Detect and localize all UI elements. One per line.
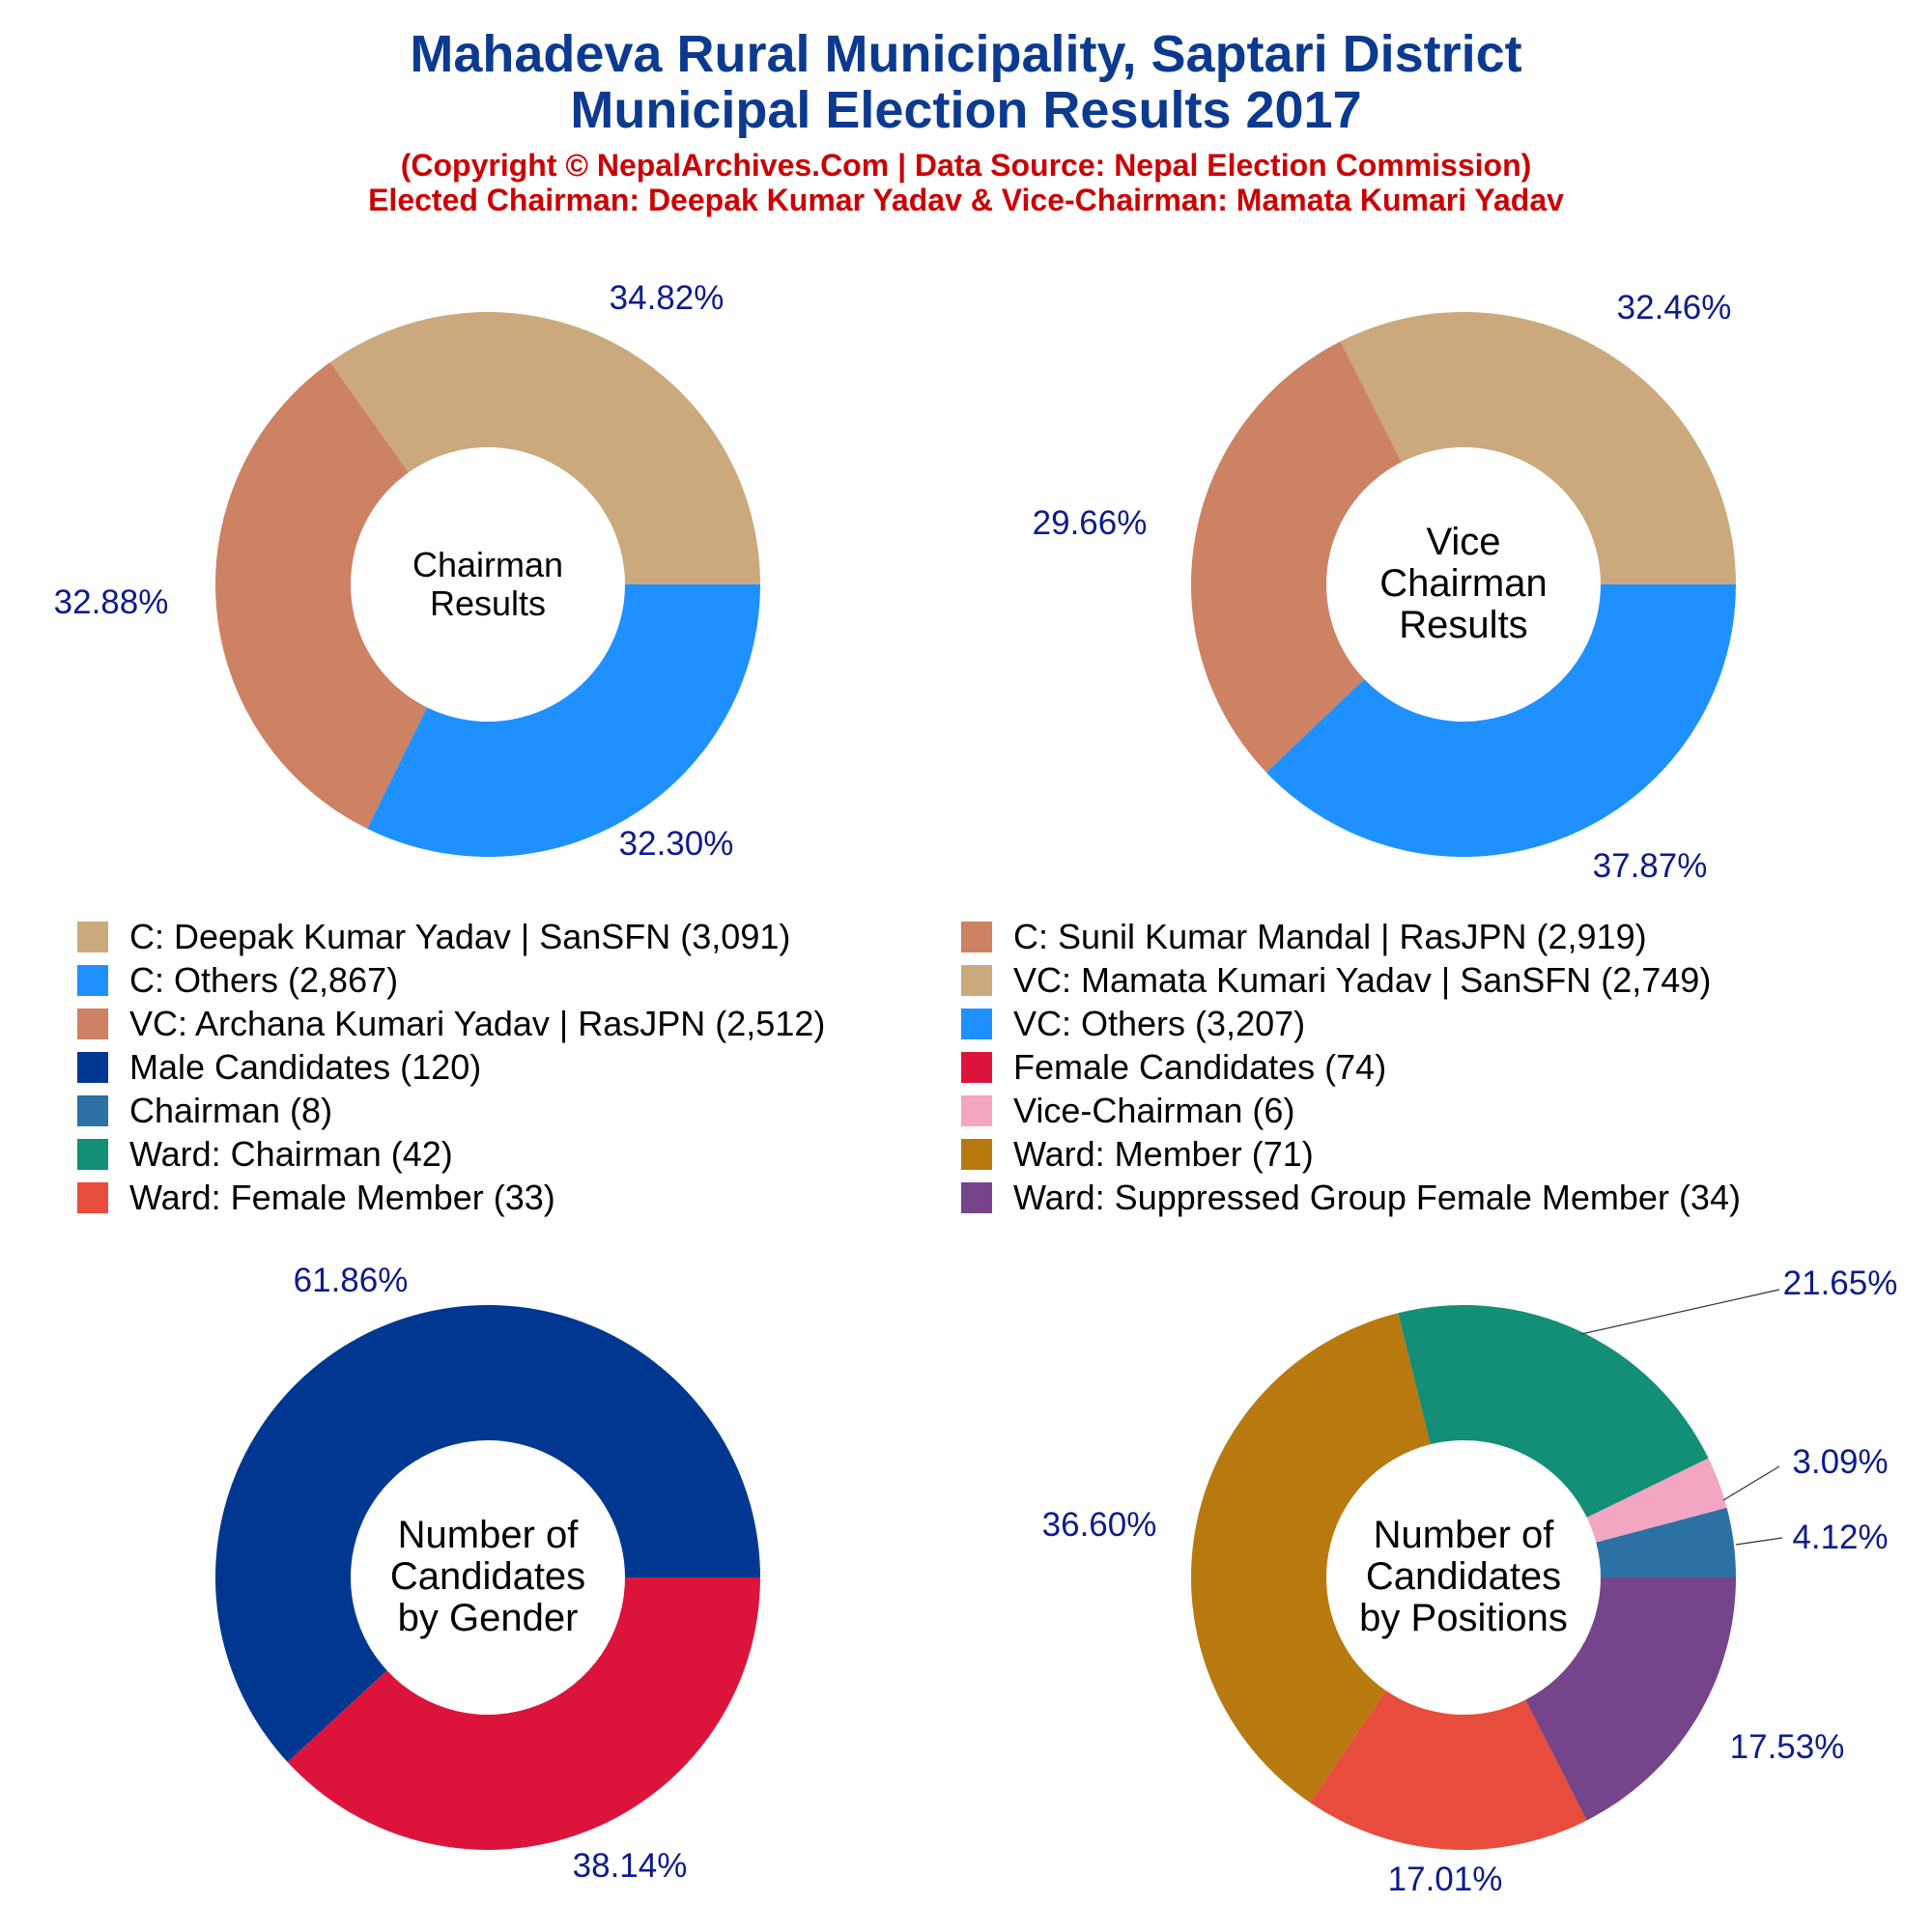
slice-percent-label: 3.09% <box>1792 1443 1888 1481</box>
donut-center-label: by Positions <box>1359 1597 1568 1639</box>
legend-item: VC: Archana Kumari Yadav | RasJPN (2,512… <box>77 1004 826 1043</box>
donut-slice <box>1309 1690 1587 1851</box>
donut-slice <box>214 362 428 829</box>
donut-center-label: Candidates <box>1366 1555 1561 1598</box>
donut-slice <box>1398 1304 1709 1518</box>
legend-label: VC: Others (3,207) <box>1013 1004 1306 1043</box>
chart-subtitle-elected: Elected Chairman: Deepak Kumar Yadav & V… <box>368 183 1564 217</box>
slice-percent-label: 21.65% <box>1783 1264 1898 1302</box>
donut-slice <box>287 1577 760 1850</box>
donut-chart-4: 4.12% 3.09% 21.65% 36.60% 17.01% 17.53% Number… <box>1042 1264 1898 1898</box>
legend-swatch <box>961 965 992 996</box>
donut-slice <box>1191 1313 1431 1803</box>
donut-slice <box>367 584 760 857</box>
donut-center-label: Results <box>430 583 546 623</box>
chart-legend: C: Deepak Kumar Yadav | SanSFN (3,091) C:… <box>0 917 1932 1236</box>
legend-swatch <box>77 922 108 952</box>
legend-swatch <box>77 1139 108 1170</box>
slice-percent-label: 32.46% <box>1617 289 1732 327</box>
legend-item: Female Candidates (74) <box>961 1047 1387 1087</box>
slice-percent-label: 32.30% <box>619 825 734 863</box>
donut-center-label: Number of <box>398 1514 580 1556</box>
legend-item: VC: Others (3,207) <box>961 1004 1306 1043</box>
donut-slice <box>214 1304 760 1763</box>
legend-item: Ward: Chairman (42) <box>77 1134 453 1174</box>
legend-item: Ward: Member (71) <box>961 1134 1314 1174</box>
slice-percent-label: 36.60% <box>1042 1506 1157 1544</box>
slice-percent-label: 4.12% <box>1792 1519 1888 1556</box>
donut-slice <box>1525 1577 1736 1821</box>
legend-label: VC: Archana Kumari Yadav | RasJPN (2,512… <box>129 1004 826 1043</box>
donut-center-label: Results <box>1399 604 1527 646</box>
donut-center-label: Chairman <box>412 545 563 584</box>
legend-swatch <box>961 1182 992 1213</box>
legend-item: Chairman (8) <box>77 1091 333 1130</box>
legend-swatch <box>77 1052 108 1083</box>
legend-swatch <box>961 1052 992 1083</box>
slice-percent-label: 61.86% <box>294 1262 409 1299</box>
chart-subtitle-copyright: (Copyright © NepalArchives.Com | Data So… <box>400 148 1532 183</box>
legend-label: Ward: Suppressed Group Female Member (34… <box>1013 1178 1741 1217</box>
donut-center-label: Number of <box>1374 1514 1555 1556</box>
donut-slice <box>1596 1507 1736 1577</box>
legend-item: Vice-Chairman (6) <box>961 1091 1295 1130</box>
legend-swatch <box>77 1095 108 1126</box>
slice-percent-label: 38.14% <box>573 1847 688 1885</box>
donut-slice <box>329 311 760 584</box>
donut-slice <box>1340 312 1736 584</box>
legend-swatch <box>77 1009 108 1039</box>
donut-center-label: Vice <box>1426 521 1500 563</box>
legend-item: C: Deepak Kumar Yadav | SanSFN (3,091) <box>77 917 791 956</box>
legend-label: Ward: Member (71) <box>1013 1134 1314 1174</box>
chart-title-line2: Municipal Election Results 2017 <box>570 81 1362 139</box>
legend-label: C: Sunil Kumar Mandal | RasJPN (2,919) <box>1013 917 1647 956</box>
donut-center-label: by Gender <box>398 1597 579 1639</box>
legend-item: C: Sunil Kumar Mandal | RasJPN (2,919) <box>961 917 1647 956</box>
legend-swatch <box>961 1139 992 1170</box>
legend-label: Male Candidates (120) <box>129 1047 482 1087</box>
donut-slice <box>1265 584 1736 857</box>
donut-slice <box>1586 1458 1727 1543</box>
legend-swatch <box>961 1095 992 1126</box>
legend-item: VC: Mamata Kumari Yadav | SanSFN (2,749) <box>961 960 1712 1000</box>
slice-percent-label: 29.66% <box>1033 504 1148 542</box>
label-leader-line <box>1735 1537 1783 1546</box>
legend-item: Ward: Suppressed Group Female Member (34… <box>961 1178 1741 1217</box>
legend-item: C: Others (2,867) <box>77 960 399 1000</box>
slice-percent-label: 34.82% <box>610 279 724 317</box>
legend-label: Ward: Female Member (33) <box>129 1178 555 1217</box>
slice-percent-label: 17.53% <box>1730 1728 1845 1766</box>
legend-label: C: Deepak Kumar Yadav | SanSFN (3,091) <box>129 917 791 956</box>
legend-label: Vice-Chairman (6) <box>1013 1091 1295 1130</box>
legend-swatch <box>77 1182 108 1213</box>
label-leader-line <box>1722 1465 1780 1501</box>
chart-title-line1: Mahadeva Rural Municipality, Saptari Dis… <box>410 25 1522 83</box>
legend-label: Ward: Chairman (42) <box>129 1134 453 1174</box>
legend-swatch <box>961 1009 992 1039</box>
legend-label: VC: Mamata Kumari Yadav | SanSFN (2,749) <box>1013 960 1712 1000</box>
donut-center-label: Candidates <box>390 1555 585 1598</box>
legend-label: Female Candidates (74) <box>1013 1047 1387 1087</box>
legend-item: Ward: Female Member (33) <box>77 1178 555 1217</box>
legend-item: Male Candidates (120) <box>77 1047 482 1087</box>
donut-slice <box>1191 341 1402 773</box>
label-leader-line <box>1580 1289 1780 1335</box>
slice-percent-label: 37.87% <box>1593 847 1708 885</box>
legend-swatch <box>961 922 992 952</box>
legend-label: C: Others (2,867) <box>129 960 399 1000</box>
donut-center-label: Chairman <box>1379 562 1547 605</box>
legend-label: Chairman (8) <box>129 1091 333 1130</box>
slice-percent-label: 17.01% <box>1388 1861 1503 1898</box>
legend-swatch <box>77 965 108 996</box>
slice-percent-label: 32.88% <box>54 583 169 621</box>
